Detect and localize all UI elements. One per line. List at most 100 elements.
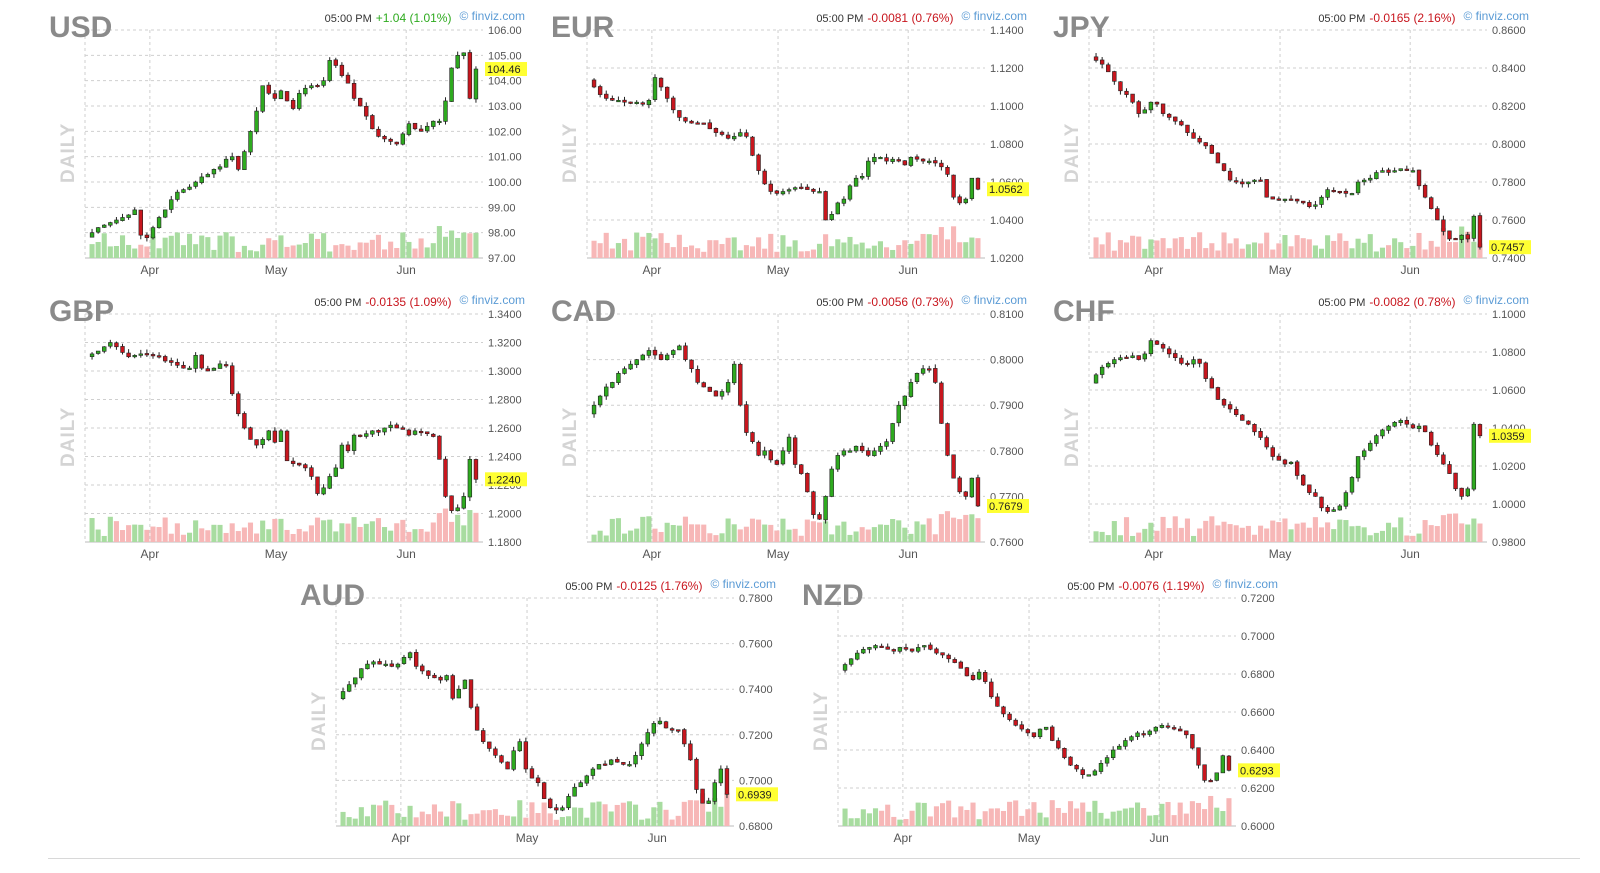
candle [908, 382, 914, 397]
candle [922, 645, 927, 648]
volume-bar [150, 236, 156, 258]
volume-bar [431, 804, 437, 826]
currency-title: EUR [551, 11, 615, 44]
candle [890, 158, 895, 162]
candle [780, 191, 786, 195]
volume-bar [1148, 239, 1154, 258]
candle [340, 691, 346, 699]
candle [108, 222, 113, 226]
chart-panel-aud[interactable]: AUD DAILY © finviz.com -0.0125 (1.76%) 05:00… [299, 576, 789, 846]
source-link[interactable]: © finviz.com [961, 293, 1027, 307]
chart-panel-usd[interactable]: USD DAILY © finviz.com +1.04 (1.01%) 05:00 P… [48, 8, 538, 278]
source-link[interactable]: © finviz.com [961, 9, 1027, 23]
volume-bar [908, 533, 914, 542]
volume-bar [419, 811, 425, 826]
chart-panel-gbp[interactable]: GBP DAILY © finviz.com -0.0135 (1.09%) 05:00… [48, 292, 538, 562]
candle [621, 762, 626, 765]
candle [1282, 459, 1288, 465]
volume-bar [1349, 248, 1355, 258]
candle [677, 110, 682, 118]
source-link[interactable]: © finviz.com [1212, 577, 1278, 591]
candle [1215, 387, 1221, 400]
volume-bar [333, 245, 339, 258]
candle [1153, 726, 1159, 732]
volume-bar [1325, 235, 1331, 258]
y-tick-label: 0.6800 [739, 821, 773, 833]
candle [1234, 180, 1239, 183]
candle [616, 100, 621, 103]
volume-bar [609, 518, 615, 542]
candle [671, 97, 676, 111]
candle [712, 782, 717, 802]
volume-bar [284, 246, 290, 258]
candle [738, 132, 743, 137]
candle [591, 79, 597, 88]
volume-bar [1209, 516, 1215, 542]
source-link[interactable]: © finviz.com [459, 293, 525, 307]
candle [1471, 423, 1477, 490]
candle [1056, 740, 1061, 749]
candle [297, 93, 302, 109]
volume-bar [652, 528, 658, 542]
volume-bar [1215, 525, 1221, 542]
volume-bar [119, 530, 126, 542]
y-tick-label: 98.00 [488, 228, 516, 240]
chart-panel-eur[interactable]: EUR DAILY © finviz.com -0.0081 (0.76%) 05:00… [550, 8, 1040, 278]
candle [357, 97, 363, 107]
candle [835, 202, 840, 215]
volume-bar [406, 241, 412, 258]
candle [669, 728, 675, 731]
volume-bar [346, 817, 352, 826]
x-tick-label: Jun [1150, 831, 1169, 845]
candle [689, 359, 694, 370]
volume-bar [847, 534, 853, 542]
candle [902, 395, 908, 407]
candle [762, 170, 767, 185]
x-tick-label: Jun [648, 831, 667, 845]
volume-bar [933, 806, 939, 826]
candle [1331, 189, 1336, 193]
time-label: 05:00 PM [816, 13, 863, 25]
candle [1422, 425, 1428, 433]
candle [444, 675, 449, 681]
volume-bar [247, 250, 254, 258]
volume-bar [430, 522, 436, 542]
candle [1118, 357, 1123, 361]
candle [756, 441, 761, 456]
volume-bar [205, 237, 211, 258]
volume-bar [1067, 801, 1074, 826]
source-link[interactable]: © finviz.com [1463, 293, 1529, 307]
volume-bar [879, 810, 885, 826]
volume-bar [657, 801, 663, 826]
volume-bar [1245, 244, 1251, 258]
source-link[interactable]: © finviz.com [459, 9, 525, 23]
candle [175, 191, 180, 200]
candle [345, 74, 351, 84]
candle [970, 674, 976, 680]
candle [1001, 706, 1006, 715]
volume-bar [413, 817, 419, 826]
volume-bar [1061, 812, 1067, 826]
candle [266, 84, 271, 94]
source-link[interactable]: © finviz.com [710, 577, 776, 591]
chart-panel-nzd[interactable]: NZD DAILY © finviz.com -0.0076 (1.19%) 05:00… [801, 576, 1291, 846]
candle [1226, 755, 1232, 771]
volume-bar [144, 529, 150, 542]
chart-panel-chf[interactable]: CHF DAILY © finviz.com -0.0082 (0.78%) 05:00… [1052, 292, 1542, 562]
volume-bar [1191, 237, 1197, 258]
candle [303, 464, 308, 469]
volume-bar [634, 528, 640, 542]
source-link[interactable]: © finviz.com [1463, 9, 1529, 23]
x-tick-label: May [767, 547, 790, 561]
candle [1184, 730, 1189, 736]
volume-bar [1440, 515, 1446, 542]
candle [376, 128, 381, 137]
candle [370, 115, 375, 130]
volume-bar [951, 226, 957, 258]
candle [1392, 170, 1397, 173]
candle [474, 706, 480, 731]
chart-panel-jpy[interactable]: JPY DAILY © finviz.com -0.0165 (2.16%) 05:00… [1052, 8, 1542, 278]
chart-panel-cad[interactable]: CAD DAILY © finviz.com -0.0056 (0.73%) 05:00… [550, 292, 1040, 562]
y-tick-label: 1.0000 [1492, 499, 1526, 511]
volume-bar [211, 249, 217, 258]
